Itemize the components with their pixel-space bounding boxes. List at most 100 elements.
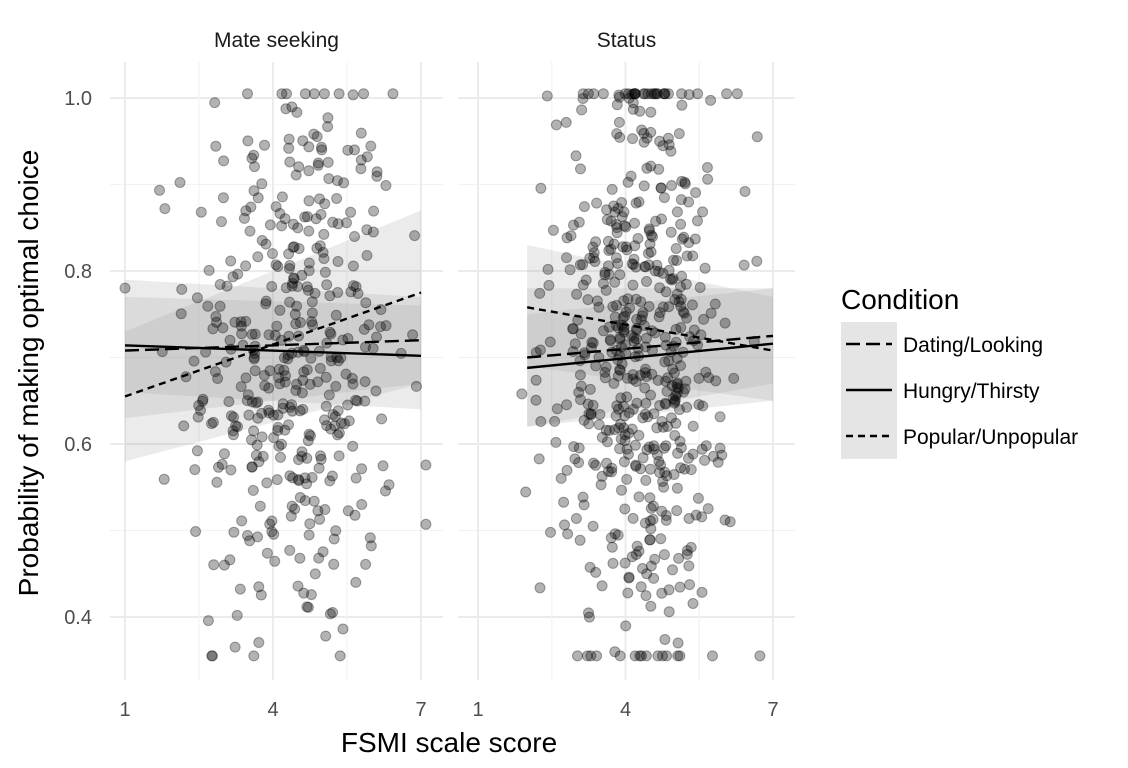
data-point	[282, 353, 294, 365]
data-point	[719, 317, 731, 329]
data-point	[286, 399, 298, 411]
data-point	[619, 339, 631, 351]
data-point	[659, 88, 671, 100]
data-point	[236, 515, 248, 527]
data-point	[678, 386, 689, 398]
data-point	[676, 270, 688, 282]
data-point	[644, 492, 656, 504]
data-point	[627, 133, 638, 145]
data-point	[672, 377, 684, 389]
data-point	[242, 530, 253, 541]
data-point	[639, 88, 651, 100]
data-point	[659, 466, 671, 478]
data-point	[210, 311, 222, 322]
data-point	[301, 601, 313, 613]
data-point	[564, 264, 576, 276]
data-point	[618, 206, 630, 218]
data-point	[571, 288, 583, 300]
data-point	[159, 203, 171, 215]
data-point	[228, 526, 240, 538]
data-point	[335, 417, 347, 429]
data-point	[573, 386, 585, 398]
data-point	[591, 650, 603, 662]
data-point	[315, 450, 326, 462]
data-point	[645, 502, 657, 514]
data-point	[676, 88, 688, 100]
data-point	[246, 396, 258, 408]
data-point	[218, 559, 230, 571]
data-point	[686, 299, 698, 311]
data-point	[242, 88, 253, 100]
data-point	[633, 545, 645, 557]
data-point	[606, 462, 618, 474]
data-point	[371, 331, 382, 343]
data-point	[636, 124, 648, 136]
data-point	[667, 564, 678, 576]
data-point	[567, 323, 579, 335]
data-point	[663, 355, 675, 367]
data-point	[611, 128, 623, 140]
data-point	[668, 367, 680, 379]
data-point	[266, 281, 278, 292]
data-point	[333, 88, 345, 100]
data-point	[258, 369, 270, 381]
data-point	[622, 587, 634, 599]
data-point	[312, 376, 324, 388]
data-point	[612, 258, 624, 269]
data-point	[671, 382, 683, 393]
data-point	[629, 217, 640, 229]
data-point	[305, 589, 317, 601]
data-point	[272, 421, 284, 433]
data-point	[319, 504, 331, 515]
data-point	[614, 364, 626, 376]
data-point	[534, 287, 546, 299]
data-point	[330, 525, 342, 537]
data-point	[612, 322, 624, 334]
data-point	[662, 132, 674, 144]
data-point	[599, 266, 611, 278]
data-point	[190, 526, 202, 537]
data-point	[649, 553, 661, 565]
data-point	[243, 409, 255, 421]
grid	[458, 62, 795, 680]
data-point	[241, 395, 253, 407]
data-point	[358, 323, 370, 335]
data-point	[317, 246, 329, 258]
data-point	[363, 319, 375, 331]
data-point	[659, 397, 671, 409]
data-point	[227, 425, 239, 437]
data-point	[260, 298, 272, 310]
data-point	[645, 523, 657, 535]
data-point	[654, 135, 666, 147]
data-point	[340, 368, 352, 380]
data-point	[628, 336, 640, 347]
data-point	[293, 243, 305, 255]
regression-line	[124, 344, 422, 357]
data-point	[642, 88, 654, 100]
data-point	[608, 200, 620, 212]
data-point	[674, 581, 686, 593]
data-point	[577, 88, 589, 100]
data-point	[660, 514, 672, 526]
data-point	[652, 650, 664, 662]
data-point	[280, 370, 291, 382]
data-point	[342, 144, 354, 156]
data-point	[601, 436, 613, 448]
data-point	[640, 332, 652, 344]
data-point	[309, 287, 321, 299]
data-point	[613, 89, 625, 101]
data-point	[615, 392, 627, 404]
data-point	[666, 380, 678, 392]
data-point	[659, 88, 670, 100]
data-point	[751, 255, 763, 267]
data-point	[287, 472, 299, 484]
data-point	[611, 222, 623, 234]
data-point	[296, 446, 308, 458]
data-point	[667, 273, 679, 284]
data-point	[246, 152, 258, 164]
data-point	[311, 131, 323, 143]
data-point	[268, 409, 279, 421]
data-point	[561, 232, 573, 244]
data-point	[696, 586, 708, 598]
data-point	[305, 430, 316, 442]
